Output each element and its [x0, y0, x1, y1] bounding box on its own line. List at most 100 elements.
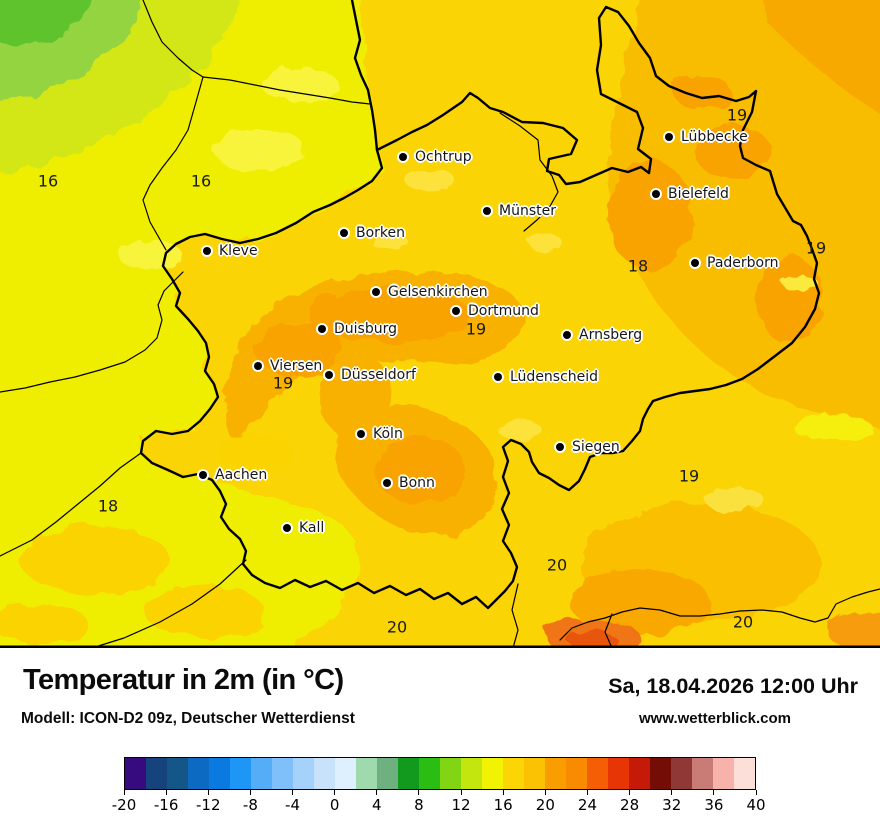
- colorbar-tick: [755, 790, 757, 795]
- colorbar-segment: [188, 758, 209, 789]
- colorbar-tick-label: 16: [493, 796, 513, 814]
- colorbar-tick-label: 4: [372, 796, 382, 814]
- state-borders: [139, 0, 821, 610]
- colorbar-tick-label: 24: [577, 796, 597, 814]
- colorbar-segment: [713, 758, 734, 789]
- city-label: Aachen: [215, 467, 268, 483]
- colorbar-segment: [377, 758, 398, 789]
- city-marker-ochtrup: Ochtrup: [399, 149, 472, 165]
- colorbar-tick-label: 32: [662, 796, 682, 814]
- city-dot-icon: [563, 331, 571, 339]
- city-dot-icon: [254, 362, 262, 370]
- colorbar-tick: [502, 790, 504, 795]
- city-marker-gelsenkirchen: Gelsenkirchen: [372, 284, 488, 300]
- city-marker-lbbecke: Lübbecke: [665, 129, 748, 145]
- colorbar-segment: [398, 758, 419, 789]
- city-dot-icon: [325, 371, 333, 379]
- colorbar-segment: [566, 758, 587, 789]
- temp-value-label: 19: [805, 238, 827, 258]
- colorbar-segment: [230, 758, 251, 789]
- city-dot-icon: [199, 471, 207, 479]
- city-label: Lübbecke: [681, 129, 748, 145]
- colorbar-segment: [587, 758, 608, 789]
- map-bottom-border: [0, 645, 880, 648]
- city-label: Bielefeld: [668, 186, 729, 202]
- colorbar-segment: [167, 758, 188, 789]
- colorbar-segment: [314, 758, 335, 789]
- city-label: Paderborn: [707, 255, 779, 271]
- temperature-map: Ochtrup Lübbecke Münster Bielefeld Borken Kle…: [0, 0, 880, 648]
- city-dot-icon: [691, 259, 699, 267]
- colorbar-tick-label: 8: [414, 796, 424, 814]
- city-dot-icon: [318, 325, 326, 333]
- colorbar-segment: [629, 758, 650, 789]
- city-marker-siegen: Siegen: [556, 439, 620, 455]
- colorbar-tick: [207, 790, 209, 795]
- city-label: Viersen: [270, 358, 323, 374]
- colorbar-tick-label: -20: [111, 796, 137, 814]
- city-marker-dortmund: Dortmund: [452, 303, 539, 319]
- colorbar-segments: [124, 757, 756, 790]
- temp-value-label: 20: [546, 555, 568, 575]
- city-dot-icon: [203, 247, 211, 255]
- colorbar-segment: [146, 758, 167, 789]
- temp-value-label: 16: [190, 171, 212, 191]
- city-label: Duisburg: [334, 321, 397, 337]
- city-marker-duisburg: Duisburg: [318, 321, 397, 337]
- city-label: Münster: [499, 203, 556, 219]
- colorbar-segment: [608, 758, 629, 789]
- temp-value-label: 20: [732, 612, 754, 632]
- colorbar-tick: [376, 790, 378, 795]
- colorbar-tick-label: 36: [704, 796, 724, 814]
- colorbar-tick: [334, 790, 336, 795]
- colorbar-tick: [586, 790, 588, 795]
- colorbar-tick: [671, 790, 673, 795]
- colorbar-tick: [544, 790, 546, 795]
- city-dot-icon: [283, 524, 291, 532]
- city-marker-mnster: Münster: [483, 203, 556, 219]
- colorbar-tick-label: -8: [242, 796, 258, 814]
- colorbar-segment: [356, 758, 377, 789]
- colorbar-segment: [293, 758, 314, 789]
- colorbar-segment: [335, 758, 356, 789]
- map-footer: Temperatur in 2m (in °C) Modell: ICON-D2…: [0, 648, 880, 830]
- colorbar-segment: [503, 758, 524, 789]
- colorbar-segment: [545, 758, 566, 789]
- city-marker-ldenscheid: Lüdenscheid: [494, 369, 598, 385]
- colorbar-tick: [249, 790, 251, 795]
- colorbar-segment: [125, 758, 146, 789]
- colorbar-segment: [734, 758, 755, 789]
- colorbar-segment: [251, 758, 272, 789]
- page-title: Temperatur in 2m (in °C): [23, 664, 344, 696]
- city-label: Gelsenkirchen: [388, 284, 488, 300]
- temp-value-label: 19: [678, 466, 700, 486]
- datetime-label: Sa, 18.04.2026 12:00 Uhr: [608, 674, 858, 698]
- city-label: Düsseldorf: [341, 367, 416, 383]
- colorbar-segment: [692, 758, 713, 789]
- colorbar-tick: [629, 790, 631, 795]
- colorbar-tick: [292, 790, 294, 795]
- city-dot-icon: [665, 133, 673, 141]
- colorbar-tick-label: 0: [329, 796, 340, 814]
- city-dot-icon: [452, 307, 460, 315]
- city-dot-icon: [494, 373, 502, 381]
- city-dot-icon: [652, 190, 660, 198]
- website-label: www.wetterblick.com: [639, 710, 791, 727]
- city-dot-icon: [372, 288, 380, 296]
- colorbar-tick: [713, 790, 715, 795]
- city-dot-icon: [357, 430, 365, 438]
- city-label: Lüdenscheid: [510, 369, 599, 385]
- city-marker-dsseldorf: Düsseldorf: [325, 367, 416, 383]
- colorbar-segment: [440, 758, 461, 789]
- temp-value-label: 19: [272, 373, 294, 393]
- colorbar-segment: [209, 758, 230, 789]
- temperature-colorbar: -20 -16 -12 -8 -4 0 4 8 12 16 20 24 28 32 36 40: [112, 757, 766, 814]
- model-info: Modell: ICON-D2 09z, Deutscher Wetterdie…: [21, 710, 355, 727]
- temp-value-label: 16: [37, 171, 59, 191]
- city-label: Ochtrup: [415, 149, 472, 165]
- colorbar-segment: [461, 758, 482, 789]
- colorbar-segment: [524, 758, 545, 789]
- city-marker-viersen: Viersen: [254, 358, 322, 374]
- city-marker-arnsberg: Arnsberg: [563, 327, 642, 343]
